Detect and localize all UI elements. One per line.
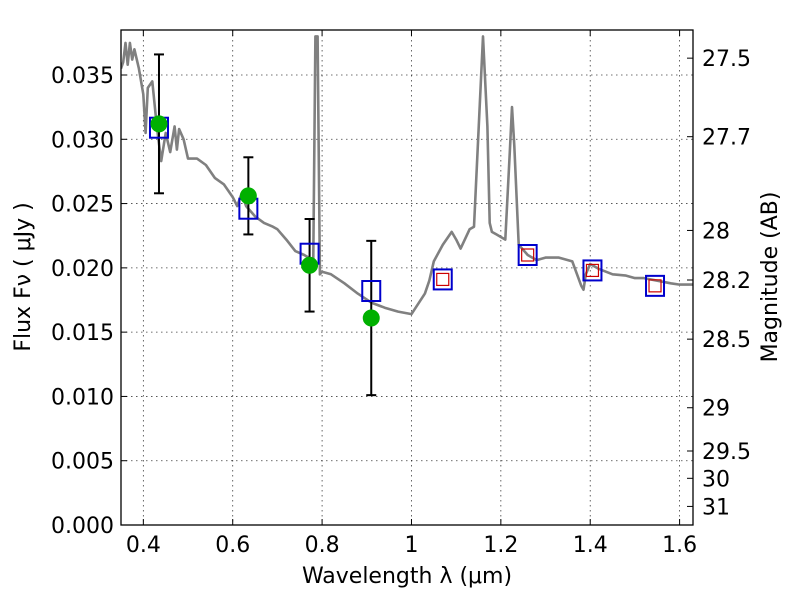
grid-lines — [121, 30, 693, 525]
observed-flux-point — [151, 116, 167, 132]
x-tick-label: 0.4 — [126, 533, 161, 558]
x-tick-label: 1.2 — [483, 533, 518, 558]
plot-area — [121, 36, 693, 395]
magnitude-axis-label: Magnitude (AB) — [758, 192, 783, 363]
magnitude-tick-label: 30 — [702, 467, 730, 492]
magnitude-tick-label: 28.2 — [702, 269, 751, 294]
x-tick-label: 0.8 — [305, 533, 340, 558]
observed-flux-point — [240, 188, 256, 204]
magnitude-tick-label: 31 — [702, 495, 730, 520]
magnitude-tick-label: 27.7 — [702, 126, 751, 151]
y-tick-label: 0.025 — [51, 193, 114, 218]
x-tick-label: 1.4 — [573, 533, 608, 558]
magnitude-tick-label: 29 — [702, 397, 730, 422]
y-tick-label: 0.030 — [51, 128, 114, 153]
observed-flux-point — [363, 310, 379, 326]
plot-frame — [121, 30, 693, 525]
x-tick-label: 1 — [404, 533, 418, 558]
y-tick-label: 0.000 — [51, 514, 114, 539]
y-tick-label: 0.005 — [51, 450, 114, 475]
sed-chart: 0.4 0.6 0.8 1 1.2 1.4 1.6 0.000 0.005 0.010 0.015 0… — [0, 0, 800, 600]
magnitude-tick-label: 29.5 — [702, 440, 751, 465]
y-tick-label: 0.035 — [51, 64, 114, 89]
magnitude-tick-label: 28 — [702, 219, 730, 244]
y-axis-label: Flux Fν ( μJy ) — [11, 202, 36, 351]
magnitude-tick-label: 27.5 — [702, 47, 751, 72]
chart-svg: 0.4 0.6 0.8 1 1.2 1.4 1.6 0.000 0.005 0.010 0.015 0… — [0, 0, 800, 600]
x-tick-label: 1.6 — [662, 533, 697, 558]
sed-line — [121, 36, 693, 314]
series-layer — [121, 36, 693, 395]
observed-flux-point — [302, 257, 318, 273]
y-tick-label: 0.015 — [51, 321, 114, 346]
x-axis-label: Wavelength λ (μm) — [302, 564, 512, 589]
y-tick-label: 0.010 — [51, 385, 114, 410]
axis-ticks — [121, 30, 693, 525]
x-tick-label: 0.6 — [215, 533, 250, 558]
y-tick-label: 0.020 — [51, 257, 114, 282]
magnitude-tick-label: 28.5 — [702, 328, 751, 353]
model-flux-box-inner — [437, 273, 449, 285]
